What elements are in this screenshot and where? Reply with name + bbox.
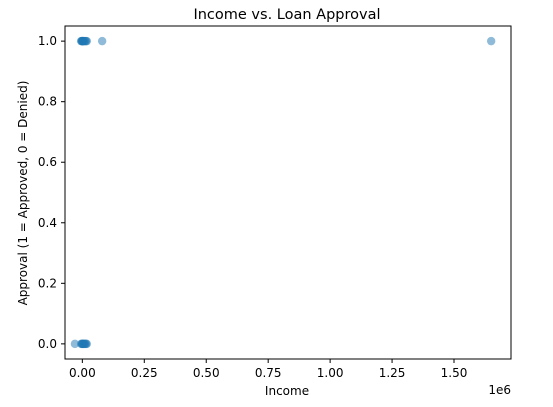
x-tick-label: 0.25 bbox=[131, 366, 158, 380]
x-axis-offset-label: 1e6 bbox=[488, 383, 511, 397]
y-tick-label: 0.0 bbox=[38, 337, 57, 351]
x-axis-label: Income bbox=[265, 384, 309, 398]
y-tick-label: 0.4 bbox=[38, 216, 57, 230]
y-axis: 0.0 0.2 0.4 0.6 0.8 1.0 bbox=[38, 34, 65, 351]
plot-frame bbox=[64, 25, 512, 360]
scatter-point bbox=[82, 339, 92, 349]
x-tick-label: 0.75 bbox=[255, 366, 282, 380]
chart-title: Income vs. Loan Approval bbox=[193, 7, 380, 23]
x-tick-label: 0.00 bbox=[69, 366, 96, 380]
scatter-point bbox=[97, 36, 107, 46]
x-tick-label: 1.25 bbox=[379, 366, 406, 380]
x-axis: 0.00 0.25 0.50 0.75 1.00 1.25 1.50 bbox=[69, 359, 467, 380]
y-tick-label: 1.0 bbox=[38, 34, 57, 48]
scatter-point bbox=[486, 36, 496, 46]
x-tick-label: 1.00 bbox=[317, 366, 344, 380]
x-tick-label: 1.50 bbox=[441, 366, 468, 380]
y-axis-label: Approval (1 = Approved, 0 = Denied) bbox=[16, 81, 30, 306]
x-tick-label: 0.50 bbox=[193, 366, 220, 380]
y-tick-label: 0.8 bbox=[38, 95, 57, 109]
y-tick-label: 0.2 bbox=[38, 276, 57, 290]
scatter-point bbox=[70, 339, 80, 349]
scatter-points bbox=[70, 36, 496, 349]
y-tick-label: 0.6 bbox=[38, 155, 57, 169]
scatter-point bbox=[82, 36, 92, 46]
